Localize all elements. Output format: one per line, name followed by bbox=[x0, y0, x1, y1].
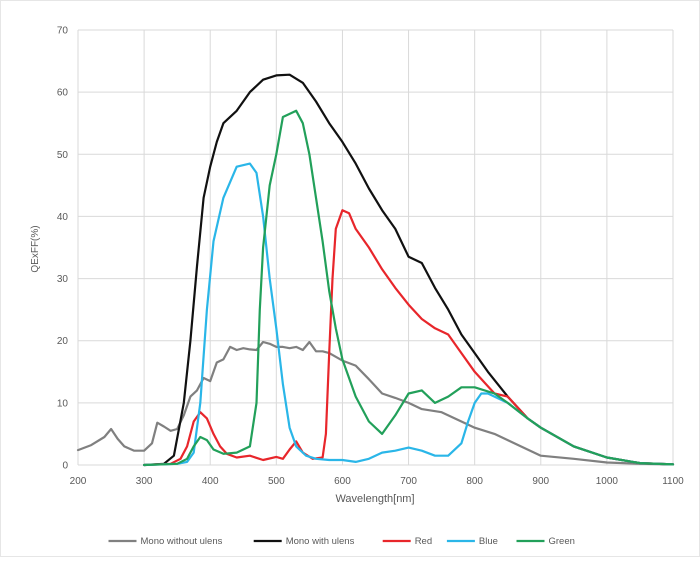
x-tick-label: 1000 bbox=[596, 476, 619, 487]
legend-label-green: Green bbox=[549, 536, 575, 547]
legend-label-mono-with-ulens: Mono with ulens bbox=[286, 536, 355, 547]
x-tick-label: 900 bbox=[532, 476, 549, 487]
y-tick-label: 70 bbox=[57, 26, 69, 37]
x-tick-label: 400 bbox=[202, 476, 219, 487]
legend: Mono without ulens Mono with ulens Red Blue… bbox=[108, 536, 575, 547]
y-tick-label: 20 bbox=[57, 336, 69, 347]
series-line-blue bbox=[143, 162, 675, 467]
x-tick-label: 300 bbox=[136, 476, 153, 487]
x-tick-label: 200 bbox=[70, 476, 87, 487]
y-tick-label: 60 bbox=[57, 88, 69, 99]
x-tick-label: 800 bbox=[466, 476, 483, 487]
series-lines bbox=[76, 73, 675, 467]
legend-label-red: Red bbox=[415, 536, 432, 547]
y-tick-label: 10 bbox=[57, 398, 69, 409]
y-tick-label: 50 bbox=[57, 150, 69, 161]
series-line-mono-without-ulens bbox=[76, 340, 675, 466]
y-tick-label: 40 bbox=[57, 212, 69, 223]
x-tick-label: 700 bbox=[400, 476, 417, 487]
series-line-green bbox=[143, 109, 675, 467]
x-axis-label: Wavelength[nm] bbox=[335, 493, 414, 505]
legend-label-blue: Blue bbox=[479, 536, 498, 547]
grid-lines bbox=[77, 29, 674, 466]
series-line-red bbox=[143, 209, 675, 467]
y-tick-label: 0 bbox=[62, 461, 68, 472]
x-tick-label: 500 bbox=[268, 476, 285, 487]
tick-labels: 200 300 400 500 600 700 800 900 1000 1100 0 10 20 30 4… bbox=[57, 26, 684, 488]
y-tick-label: 30 bbox=[57, 274, 69, 285]
x-tick-label: 1100 bbox=[662, 476, 684, 487]
y-axis-label: QExFF(%) bbox=[30, 225, 41, 272]
x-tick-label: 600 bbox=[334, 476, 351, 487]
legend-label-mono-without-ulens: Mono without ulens bbox=[141, 536, 223, 547]
